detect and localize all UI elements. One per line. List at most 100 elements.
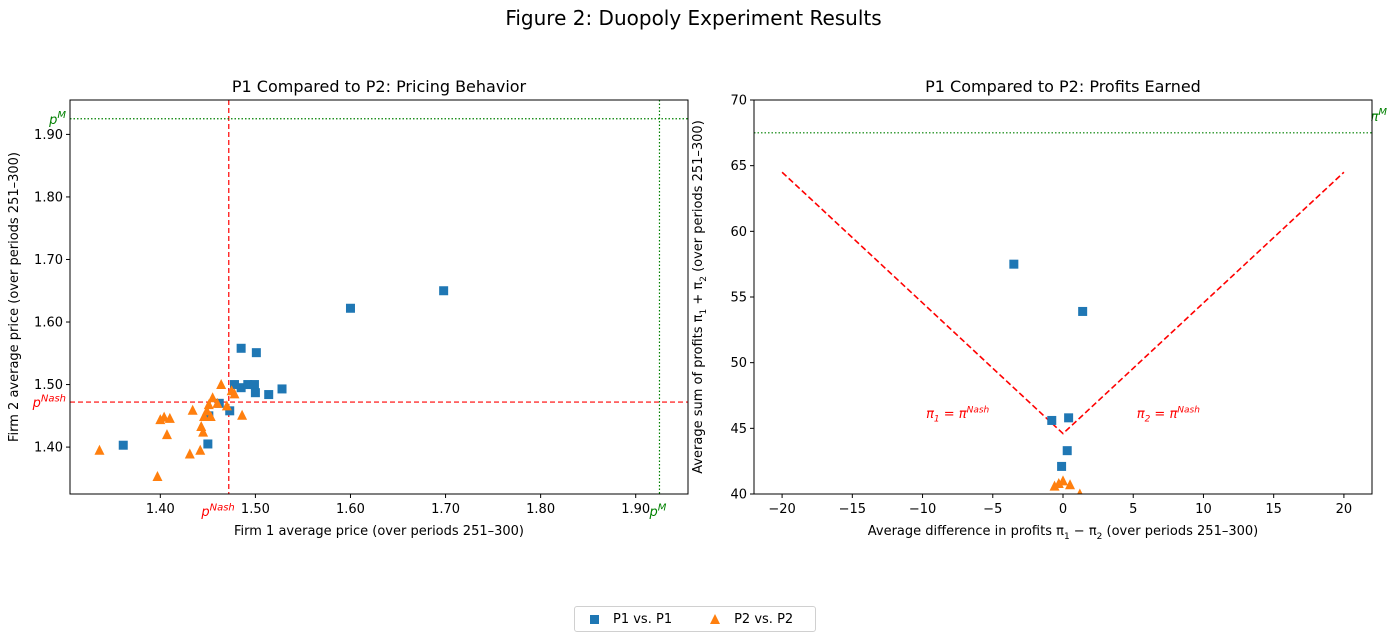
x-axis-title: Firm 1 average price (over periods 251–3… <box>234 524 524 539</box>
data-point-triangle <box>199 410 210 421</box>
reference-line-label: pNash​ <box>32 393 66 411</box>
data-point-square <box>249 380 259 390</box>
data-point-triangle <box>198 426 209 437</box>
data-point-triangle <box>196 420 207 431</box>
data-point-square <box>439 286 449 296</box>
y-tick-label: 1.80 <box>34 190 63 205</box>
y-tick-label: 70 <box>730 94 747 109</box>
reference-line-label: pM​ <box>48 110 66 128</box>
data-point-square <box>1009 259 1019 269</box>
data-point-square <box>1078 306 1088 316</box>
legend-item-p1: P1 vs. P1 <box>575 612 672 627</box>
plot-data-layer <box>754 132 1372 494</box>
y-tick-label: 1.40 <box>34 441 63 456</box>
data-point-triangle <box>195 444 206 455</box>
data-point-square <box>1064 413 1074 423</box>
x-tick-label: 1.80 <box>526 502 555 517</box>
data-point-square <box>345 303 355 313</box>
data-point-square <box>229 380 239 390</box>
reference-line-label: pNash​ <box>200 502 234 520</box>
y-tick-label: 45 <box>730 422 747 437</box>
y-tick-label: 1.60 <box>34 316 63 331</box>
data-point-triangle <box>216 379 227 390</box>
panel-title: P1 Compared to P2: Pricing Behavior <box>232 77 527 96</box>
data-point-triangle <box>205 410 216 421</box>
data-point-triangle <box>1065 479 1076 490</box>
x-tick-label: 1.40 <box>146 502 175 517</box>
data-point-triangle <box>1077 488 1083 494</box>
data-point-triangle <box>1058 475 1068 486</box>
x-tick-label: 1.50 <box>241 502 270 517</box>
legend-label-p1: P1 vs. P1 <box>613 611 673 627</box>
data-point-square <box>243 380 253 390</box>
reference-line-label: pM​ <box>648 502 666 520</box>
plot-data-layer <box>70 100 688 494</box>
figure-title: Figure 2: Duopoly Experiment Results <box>505 6 882 30</box>
data-point-triangle <box>161 429 172 440</box>
x-tick-label: −20 <box>768 502 795 517</box>
nash-boundary-curve <box>781 171 1345 435</box>
data-point-triangle <box>207 392 218 403</box>
data-point-triangle <box>221 400 232 411</box>
x-tick-label: −5 <box>983 502 1002 517</box>
data-point-square <box>264 390 274 400</box>
plot-frame <box>753 99 1373 495</box>
data-point-triangle <box>152 470 163 481</box>
data-point-square <box>1057 461 1067 471</box>
y-tick-label: 1.90 <box>34 128 63 143</box>
data-point-triangle <box>237 409 248 420</box>
x-tick-label: −10 <box>909 502 936 517</box>
y-axis-title: Average sum of profits π1​ + π2​ (over p… <box>691 120 709 474</box>
chart-panel-1: P1 Compared to P2: Pricing Behavior 1.40 1… <box>7 77 689 539</box>
x-tick-label: 10 <box>1195 502 1212 517</box>
data-point-triangle <box>201 405 212 416</box>
square-marker-icon <box>590 614 599 624</box>
x-tick-label: 1.90 <box>621 502 650 517</box>
x-tick-label: 1.60 <box>336 502 365 517</box>
triangle-marker-icon <box>710 614 721 624</box>
data-point-triangle <box>155 414 166 425</box>
data-point-square <box>118 440 128 450</box>
x-tick-label: 20 <box>1336 502 1353 517</box>
reference-line-label: πM​ <box>1371 107 1387 125</box>
chart-panel-2: P1 Compared to P2: Profits Earned −20 −15 −… <box>691 77 1387 542</box>
data-point-triangle <box>1049 480 1060 491</box>
y-tick-label: 40 <box>730 488 747 503</box>
y-tick-label: 65 <box>730 159 747 174</box>
data-point-square <box>251 348 261 358</box>
legend-item-p2: P2 vs. P2 <box>710 612 793 627</box>
data-point-square <box>236 343 246 353</box>
legend: P1 vs. P1 P2 vs. P2 <box>574 606 816 632</box>
data-point-triangle <box>1053 477 1064 488</box>
y-tick-label: 60 <box>730 225 747 240</box>
data-point-square <box>236 383 246 393</box>
y-tick-label: 55 <box>730 291 747 306</box>
data-point-triangle <box>187 404 198 415</box>
x-tick-label: 1.70 <box>431 502 460 517</box>
data-point-square <box>1062 446 1072 456</box>
data-point-triangle <box>159 411 170 422</box>
data-point-triangle <box>212 397 223 408</box>
data-point-triangle <box>203 399 214 410</box>
y-tick-label: 1.70 <box>34 253 63 268</box>
x-axis-title: Average difference in profits π1​ − π2​ … <box>868 524 1258 542</box>
data-point-triangle <box>229 388 240 399</box>
plot-frame <box>69 99 689 495</box>
y-tick-label: 50 <box>730 356 747 371</box>
x-tick-label: 15 <box>1265 502 1282 517</box>
data-point-triangle <box>184 448 195 459</box>
data-point-triangle <box>94 444 105 455</box>
data-point-triangle <box>164 412 175 423</box>
data-point-square <box>203 439 213 449</box>
y-axis-title: Firm 2 average price (over periods 251–3… <box>7 152 22 442</box>
legend-label-p2: P2 vs. P2 <box>734 611 794 627</box>
data-point-square <box>277 384 287 394</box>
data-point-square <box>225 406 235 416</box>
data-point-square <box>250 388 260 398</box>
panel-title: P1 Compared to P2: Profits Earned <box>925 77 1201 96</box>
annotation-label: π1​ = πNash​ <box>926 406 989 425</box>
y-tick-label: 1.50 <box>34 378 63 393</box>
x-tick-label: −15 <box>839 502 866 517</box>
annotation-label: π2​ = πNash​ <box>1137 406 1200 425</box>
